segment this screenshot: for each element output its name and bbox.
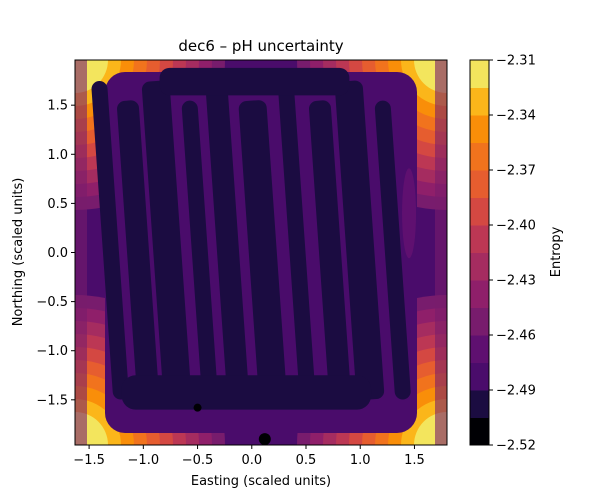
edge-contour [75, 60, 87, 445]
colorbar-tick-label: −2.52 [496, 439, 536, 454]
colorbar-band [470, 197, 489, 226]
x-tick-label: 0.0 [241, 453, 262, 468]
dark-stripe [141, 80, 192, 400]
dark-stripe [374, 100, 411, 400]
colorbar-tick-label: −2.46 [496, 329, 536, 344]
colorbar-tick-label: −2.37 [496, 164, 536, 179]
y-tick-label: −1.5 [36, 393, 68, 408]
colorbar-band [470, 87, 489, 116]
low-entropy-regions [91, 67, 417, 445]
minimum-spot [193, 403, 202, 412]
y-axis: −1.5 −1.0 −0.5 0.0 0.5 1.0 1.5 [36, 99, 75, 408]
colorbar-band [470, 170, 489, 198]
dark-stripe [117, 100, 159, 400]
colorbar-band [470, 335, 489, 363]
y-tick-label: 1.5 [47, 99, 68, 114]
dark-stripe [238, 100, 287, 400]
colorbar-band [470, 307, 489, 336]
x-tick-label: −0.5 [182, 453, 214, 468]
x-axis-label: Easting (scaled units) [191, 474, 331, 489]
dark-stripe [308, 100, 351, 400]
colorbar-band [470, 362, 489, 391]
dark-stripe [205, 80, 249, 400]
colorbar: −2.52 −2.49 −2.46 −2.43 −2.40 −2.37 −2.34 −2.31 [470, 54, 536, 454]
y-tick-label: −1.0 [36, 344, 68, 359]
y-tick-label: −0.5 [36, 295, 68, 310]
dark-stripe [91, 81, 129, 400]
y-tick-label: 1.0 [47, 148, 68, 163]
colorbar-band [470, 390, 489, 418]
x-tick-label: 1.5 [404, 453, 425, 468]
x-tick-label: −1.0 [128, 453, 160, 468]
colorbar-tick-label: −2.31 [496, 54, 536, 69]
edge-contour [435, 60, 447, 445]
x-tick-label: 0.5 [296, 453, 317, 468]
dark-stripe [278, 81, 316, 400]
colorbar-band [470, 225, 489, 253]
lighter-patch [402, 168, 417, 259]
x-tick-label: −1.5 [73, 453, 105, 468]
colorbar-band [470, 142, 489, 171]
colorbar-band [470, 115, 489, 143]
dark-band-bottom [121, 375, 372, 410]
dark-stripe [181, 100, 218, 400]
y-tick-label: 0.5 [47, 197, 68, 212]
y-axis-label: Northing (scaled units) [11, 178, 26, 327]
colorbar-band [470, 280, 489, 308]
colorbar-tick-label: −2.40 [496, 219, 536, 234]
colorbar-tick-label: −2.34 [496, 109, 536, 124]
colorbar-band [470, 60, 489, 88]
colorbar-tick-label: −2.43 [496, 274, 536, 289]
x-axis: −1.5 −1.0 −0.5 0.0 0.5 1.0 1.5 [73, 445, 425, 468]
y-tick-label: 0.0 [47, 246, 68, 261]
colorbar-band [470, 252, 489, 281]
dark-band-top [159, 67, 350, 96]
colorbar-tick-label: −2.49 [496, 384, 536, 399]
x-tick-label: 1.0 [350, 453, 371, 468]
colorbar-frame [469, 59, 490, 446]
minimum-spot [258, 433, 271, 445]
dark-stripe [334, 80, 385, 400]
chart-title: dec6 – pH uncertainty [178, 37, 343, 55]
colorbar-label: Entropy [549, 226, 564, 277]
colorbar-band [470, 417, 489, 446]
